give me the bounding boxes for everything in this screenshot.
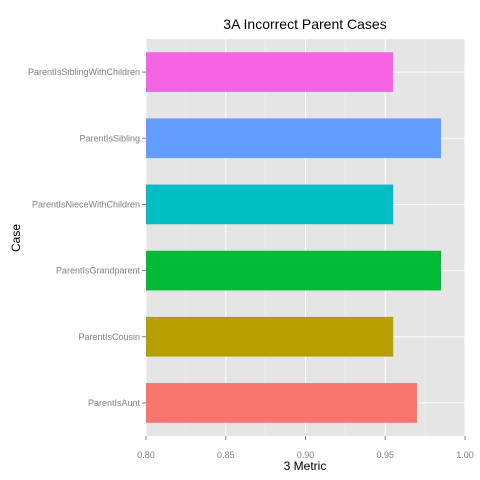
bar-ParentIsSibling: [146, 118, 442, 159]
x-tick-label: 0.85: [217, 450, 235, 460]
bar-ParentIsAunt: [146, 383, 418, 423]
x-tick-label: 0.80: [137, 450, 155, 460]
y-tick-label: ParentIsNieceWithChildren: [32, 199, 140, 209]
y-tick-label: ParentIsSiblingWithChildren: [28, 67, 140, 77]
y-tick-label: ParentIsCousin: [78, 332, 140, 342]
bar-ParentIsNieceWithChildren: [146, 184, 394, 225]
bars: [146, 52, 442, 423]
y-tick-label: ParentIsSibling: [79, 133, 140, 143]
chart-title: 3A Incorrect Parent Cases: [223, 16, 386, 32]
x-axis-title: 3 Metric: [284, 459, 327, 473]
y-tick-label: ParentIsAunt: [88, 398, 141, 408]
y-axis-title: Case: [9, 224, 23, 252]
x-tick-label: 0.90: [297, 450, 315, 460]
bar-ParentIsSiblingWithChildren: [146, 52, 394, 92]
x-tick-label: 0.95: [376, 450, 394, 460]
bar-ParentIsCousin: [146, 316, 394, 357]
bar-ParentIsGrandparent: [146, 250, 442, 291]
x-tick-label: 1.00: [456, 450, 474, 460]
x-tick-labels: 0.80 0.85 0.90 0.95 1.00: [137, 436, 474, 460]
y-tick-label: ParentIsGrandparent: [56, 266, 141, 276]
y-tick-labels: ParentIsAunt ParentIsCousin ParentIsGrandp…: [28, 67, 146, 408]
